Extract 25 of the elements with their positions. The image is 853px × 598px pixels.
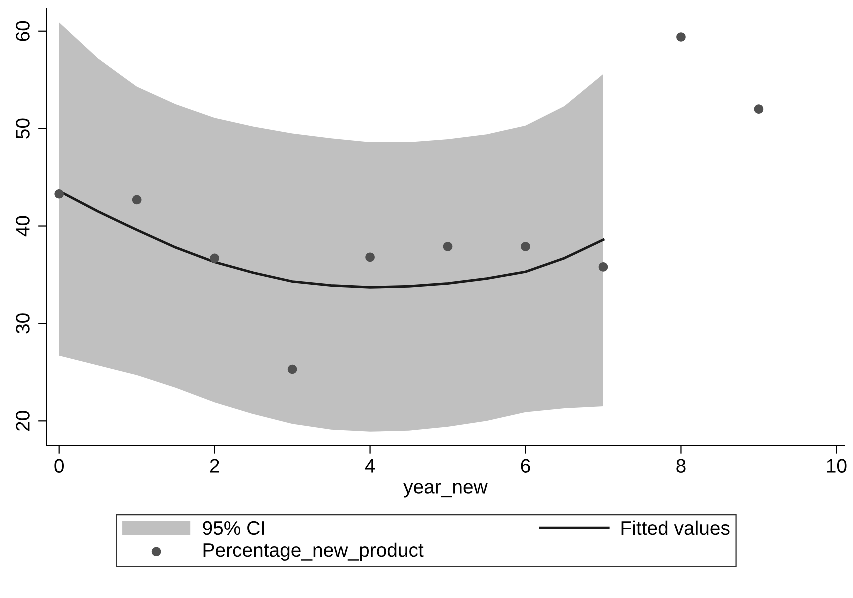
x-tick-label: 2 xyxy=(210,459,220,473)
point xyxy=(598,262,608,272)
point xyxy=(132,195,142,205)
y-tick-label: 40 xyxy=(16,216,30,237)
legend-label: Fitted values xyxy=(622,520,730,536)
text: 95% CI xyxy=(203,521,264,536)
point xyxy=(676,32,686,42)
point xyxy=(210,254,220,264)
y-tick-label: 50 xyxy=(16,118,30,139)
x-axis-title: year_new xyxy=(404,483,488,498)
point xyxy=(54,189,64,199)
y-tick-label: 60 xyxy=(16,21,30,42)
x-tick-label: 10 xyxy=(827,459,847,473)
x-tick-label: 8 xyxy=(676,459,686,473)
x-tick-label: 0 xyxy=(54,459,64,473)
y-tick-label: 30 xyxy=(16,314,30,334)
point xyxy=(366,252,375,262)
x-tick-label: 4 xyxy=(365,459,376,473)
legend-label: Percentage_new_product xyxy=(204,542,424,562)
point xyxy=(443,242,453,252)
point xyxy=(288,364,298,374)
point xyxy=(754,104,764,114)
x-tick-label: 6 xyxy=(521,459,530,473)
y-tick-label: 20 xyxy=(16,411,30,431)
point xyxy=(521,242,530,252)
